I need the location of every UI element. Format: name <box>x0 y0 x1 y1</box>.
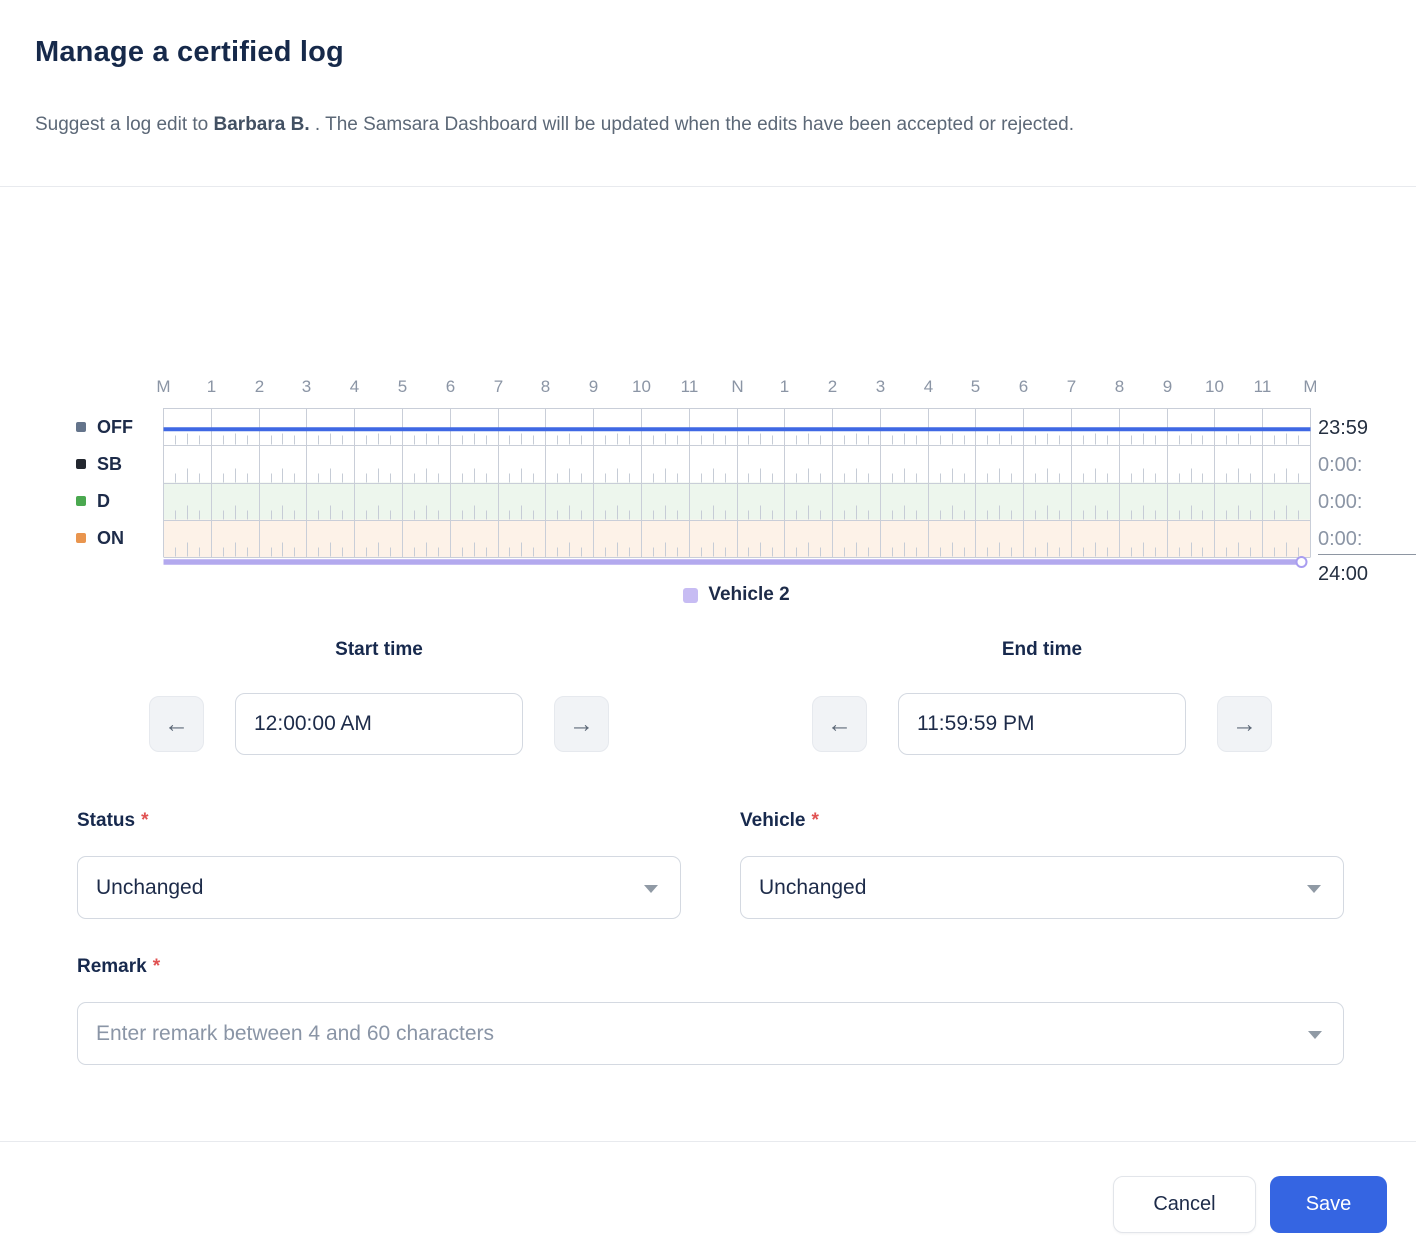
row-label-text: OFF <box>97 416 133 437</box>
grand-total: 24:00 <box>1318 563 1369 585</box>
hour-axis-label: 2 <box>255 377 264 396</box>
hos-log-grid: M 1 2 3 4 5 6 7 8 9 10 11 N 1 2 3 4 5 6 7 8 9 10 11 M <box>156 377 1316 568</box>
hour-axis-label: N <box>731 377 743 396</box>
totals-sum-rule <box>1318 554 1416 555</box>
row-label-on: ON <box>76 526 124 550</box>
hour-axis-label: 7 <box>1067 377 1076 396</box>
arrow-left-icon: ← <box>164 709 189 738</box>
arrow-right-icon: → <box>1232 709 1257 738</box>
hour-axis-label: 1 <box>780 377 789 396</box>
hour-axis-label: 11 <box>681 377 699 396</box>
start-time-prev-button[interactable]: ← <box>149 696 204 752</box>
row-label-sb: SB <box>76 452 122 476</box>
end-time-next-button[interactable]: → <box>1217 696 1272 752</box>
status-selected-value: Unchanged <box>96 875 204 899</box>
total-d: 0:00: <box>1318 491 1363 513</box>
total-sb: 0:00: <box>1318 454 1363 476</box>
chevron-down-icon <box>1308 1030 1322 1039</box>
start-time-label: Start time <box>335 639 423 660</box>
cancel-button[interactable]: Cancel <box>1113 1176 1256 1233</box>
chart-legend: Vehicle 2 <box>163 584 1310 606</box>
row-label-d: D <box>76 489 110 513</box>
chevron-down-icon <box>1307 884 1321 893</box>
row-label-off: OFF <box>76 415 133 439</box>
required-asterisk: * <box>152 956 161 977</box>
row-label-text: D <box>97 490 110 511</box>
hour-axis-label: 8 <box>1115 377 1124 396</box>
off-swatch-icon <box>76 422 86 432</box>
d-swatch-icon <box>76 496 86 506</box>
vehicle-selected-value: Unchanged <box>759 875 867 899</box>
arrow-right-icon: → <box>569 709 594 738</box>
hour-axis-label: 3 <box>876 377 885 396</box>
hour-axis-label: 6 <box>446 377 455 396</box>
remark-input[interactable] <box>77 1002 1344 1065</box>
vehicle-label: Vehicle * <box>740 810 819 831</box>
dialog-description: Suggest a log edit to Barbara B. . The S… <box>35 114 1074 136</box>
remark-label: Remark * <box>77 956 161 977</box>
required-asterisk: * <box>811 810 819 831</box>
hour-axis-label: 5 <box>398 377 407 396</box>
row-label-text: SB <box>97 453 123 474</box>
start-time-next-button[interactable]: → <box>554 696 609 752</box>
required-asterisk: * <box>141 810 149 831</box>
hour-axis-label: 4 <box>350 377 359 396</box>
hour-axis-label: 5 <box>971 377 980 396</box>
total-off: 23:59 <box>1318 417 1369 439</box>
hour-axis-label: 9 <box>589 377 598 396</box>
hour-axis-label: 9 <box>1163 377 1172 396</box>
driver-name: Barbara B. <box>213 114 310 135</box>
row-label-text: ON <box>97 527 124 548</box>
vehicle-select[interactable]: Unchanged <box>740 856 1344 919</box>
total-on: 0:00: <box>1318 528 1363 550</box>
end-time-label: End time <box>1001 639 1083 660</box>
hour-axis-label: 4 <box>924 377 933 396</box>
hour-axis-label: 7 <box>494 377 503 396</box>
hour-axis-label: 6 <box>1019 377 1028 396</box>
vehicle-legend-swatch-icon <box>683 587 699 603</box>
sb-swatch-icon <box>76 459 86 469</box>
end-time-prev-button[interactable]: ← <box>812 696 867 752</box>
vehicle-track-endpoint[interactable] <box>1295 556 1308 568</box>
chevron-down-icon <box>644 884 658 893</box>
hour-axis-label: 8 <box>541 377 550 396</box>
header-divider <box>0 186 1416 187</box>
hour-axis-label: 2 <box>828 377 837 396</box>
vehicle-legend-label: Vehicle 2 <box>708 584 790 605</box>
hour-axis-label: 1 <box>207 377 216 396</box>
description-suffix: . The Samsara Dashboard will be updated … <box>309 114 1074 135</box>
footer-divider <box>0 1141 1416 1142</box>
remark-combobox[interactable] <box>77 1002 1344 1065</box>
hour-axis-label: 10 <box>632 377 651 396</box>
hour-axis-label: 11 <box>1254 377 1272 396</box>
hour-axis-label: 10 <box>1205 377 1224 396</box>
description-prefix: Suggest a log edit to <box>35 114 214 135</box>
save-button[interactable]: Save <box>1270 1176 1387 1233</box>
status-label: Status * <box>77 810 149 831</box>
start-time-input[interactable] <box>235 693 523 755</box>
status-select[interactable]: Unchanged <box>77 856 681 919</box>
page-title: Manage a certified log <box>35 36 344 68</box>
end-time-input[interactable] <box>898 693 1186 755</box>
arrow-left-icon: ← <box>827 709 852 738</box>
hour-axis-label: M <box>1303 377 1316 396</box>
hour-axis-label: 3 <box>302 377 311 396</box>
on-swatch-icon <box>76 533 86 543</box>
hour-axis-label: M <box>156 377 170 396</box>
